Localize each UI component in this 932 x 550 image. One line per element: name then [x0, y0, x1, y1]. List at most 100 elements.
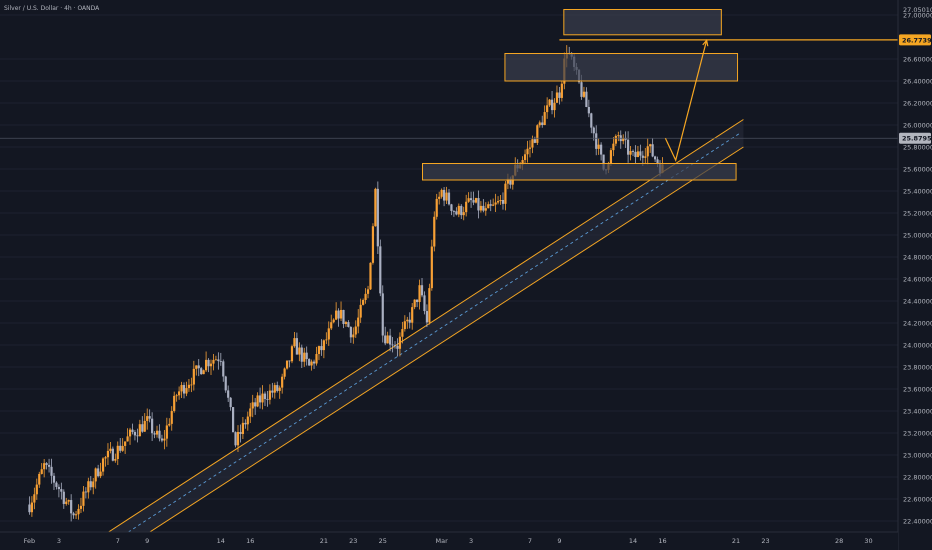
annotation-lines[interactable]	[0, 38, 898, 162]
date-tick-label: 7	[116, 537, 120, 545]
candle-body	[192, 368, 195, 385]
candle-body	[450, 204, 453, 211]
candle-body	[126, 436, 129, 442]
candle-body	[438, 196, 441, 199]
candle-body	[445, 192, 448, 201]
candle-body	[241, 422, 245, 434]
price-tick-label: 24.20000	[903, 319, 932, 327]
candle-body	[202, 370, 205, 375]
candle-body	[494, 202, 497, 205]
candle-body	[290, 346, 294, 362]
candle-body	[62, 491, 65, 504]
channel-mid-line[interactable]	[102, 133, 740, 549]
candle-body	[369, 262, 372, 290]
date-tick-label: 14	[217, 537, 225, 545]
candle-body	[119, 445, 122, 451]
candle-body	[592, 127, 595, 134]
candle-body	[67, 500, 70, 502]
price-tick-label: 23.20000	[903, 429, 932, 437]
candle-body	[477, 198, 480, 211]
date-tick-label: 23	[349, 537, 357, 545]
candle-body	[327, 328, 330, 340]
candle-body	[295, 338, 298, 355]
channel-fill	[100, 119, 744, 550]
candle-body	[146, 416, 149, 421]
time-axis[interactable]: Feb 3 7 9 14 16 21 23 25 Mar 3 7 9 14 16 21 23 28 30	[0, 531, 898, 550]
candle-body	[310, 361, 313, 366]
price-tick-label: 26.00000	[903, 121, 932, 129]
resistance-zone-top[interactable]	[563, 9, 722, 36]
candle-body	[38, 473, 41, 485]
candle-body	[352, 334, 355, 338]
support-zone[interactable]	[422, 163, 737, 181]
price-tick-label: 24.80000	[903, 253, 932, 261]
price-tick-label: 22.60000	[903, 495, 932, 503]
candle-body	[133, 431, 137, 436]
candle-body	[555, 92, 559, 103]
candle-body	[582, 91, 586, 97]
candle-body	[457, 205, 460, 215]
candle-body	[342, 309, 345, 324]
price-axis[interactable]: 22.40000 22.60000 22.80000 23.00000 23.20000…	[897, 0, 932, 550]
symbol-title: Silver / U.S. Dollar · 4h · OANDA	[4, 5, 100, 12]
candle-body	[472, 200, 475, 203]
candle-body	[180, 385, 183, 392]
date-tick-label: 3	[57, 537, 61, 545]
candle-body	[440, 189, 443, 197]
candle-body	[131, 429, 134, 432]
candle-body	[403, 321, 406, 330]
price-tick-label: 27.00000	[903, 11, 932, 19]
candle-body	[526, 148, 529, 155]
candle-body	[646, 146, 649, 157]
candle-body	[65, 501, 68, 504]
candle-body	[609, 150, 613, 164]
price-tick-label: 26.60000	[903, 55, 932, 63]
candle-body	[636, 151, 640, 158]
candle-body	[428, 288, 431, 323]
channel-lower-line[interactable]	[107, 146, 744, 550]
candle-body	[521, 160, 524, 165]
candle-body	[347, 322, 350, 327]
candle-body	[339, 309, 343, 319]
candle-body	[219, 361, 222, 362]
candle-body	[543, 112, 546, 126]
candle-body	[227, 390, 230, 398]
target-price-badge[interactable]	[899, 34, 931, 46]
candle-body	[239, 431, 242, 434]
candle-body	[357, 317, 360, 327]
trend-channel[interactable]	[99, 119, 744, 550]
zones[interactable]	[422, 9, 739, 181]
date-tick-label: 9	[557, 537, 561, 545]
candle-body	[629, 151, 632, 155]
date-tick-label: 21	[320, 537, 328, 545]
candle-body	[229, 397, 232, 408]
date-tick-label: 14	[629, 537, 637, 545]
candle-body	[452, 210, 456, 212]
candle-body	[298, 347, 301, 355]
candle-body	[560, 83, 563, 98]
candle-body	[335, 310, 338, 320]
candle-body	[263, 393, 267, 400]
candle-body	[43, 463, 46, 470]
candle-body	[536, 125, 539, 143]
projection-arrow[interactable]	[664, 40, 708, 162]
candle-body	[28, 504, 31, 513]
candle-body	[550, 99, 554, 111]
channel-upper-line[interactable]	[99, 119, 744, 538]
candle-body	[303, 352, 306, 362]
candle-body	[251, 402, 254, 409]
candle-body	[312, 361, 316, 364]
candle-body	[624, 137, 627, 140]
current-price-badge[interactable]	[899, 132, 931, 144]
candle-body	[469, 198, 473, 201]
candle-body	[109, 448, 112, 451]
price-tick-label: 24.60000	[903, 275, 932, 283]
price-tick-label: 25.60000	[903, 165, 932, 173]
candle-body	[87, 481, 90, 493]
candle-body	[487, 204, 490, 209]
candle-body	[276, 385, 279, 391]
target-price-badge-text: 26.77390	[902, 36, 932, 44]
resistance-zone-mid[interactable]	[504, 53, 739, 82]
candle-body	[364, 293, 367, 301]
